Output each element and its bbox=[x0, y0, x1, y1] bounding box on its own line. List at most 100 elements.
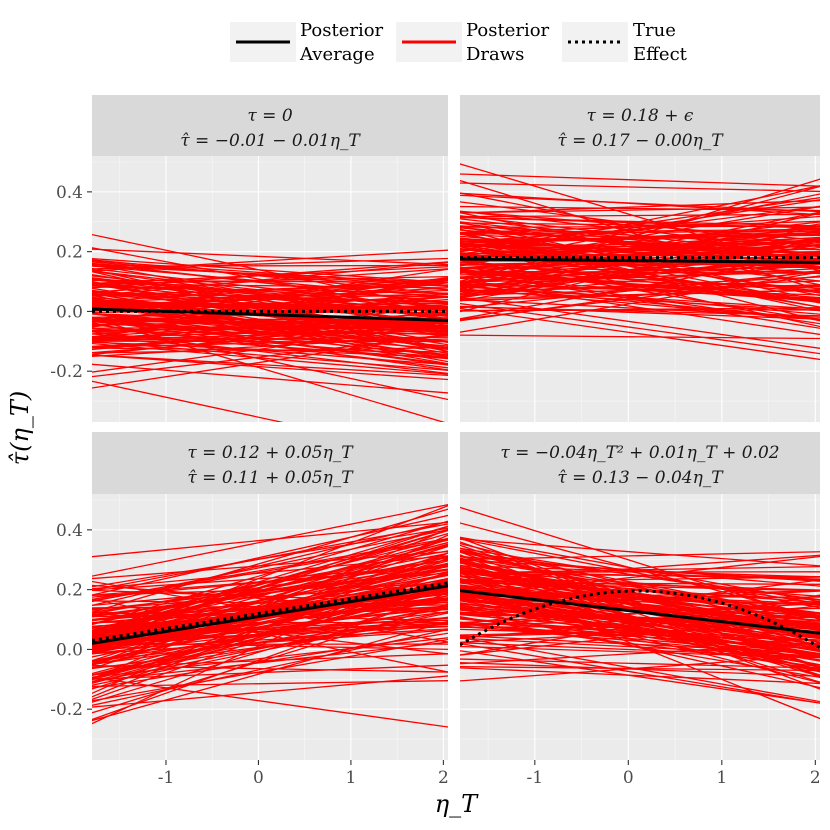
posterior-draw-line bbox=[460, 215, 820, 243]
overlay-lines-top-left bbox=[92, 307, 448, 323]
posterior-draw-line bbox=[460, 205, 820, 212]
legend-label-average-line2: Average bbox=[299, 44, 375, 65]
y-tick-label: 0.0 bbox=[56, 302, 83, 322]
legend-label-average-line1: Posterior bbox=[300, 20, 384, 41]
posterior-draw-line bbox=[460, 307, 820, 361]
strip-top-right bbox=[460, 95, 820, 156]
posterior-average-line bbox=[460, 589, 820, 635]
posterior-draw-line bbox=[460, 173, 820, 187]
posterior-draw-line bbox=[92, 261, 448, 297]
posterior-draw-line bbox=[460, 624, 820, 629]
posterior-draw-line bbox=[92, 319, 448, 326]
posterior-draw-line bbox=[460, 661, 820, 677]
y-tick-label: 0.4 bbox=[56, 521, 83, 541]
posterior-draw-line bbox=[460, 271, 820, 325]
posterior-draw-line bbox=[460, 596, 820, 666]
posterior-draw-line bbox=[92, 603, 448, 714]
posterior-draw-line bbox=[460, 225, 820, 228]
posterior-draw-line bbox=[460, 579, 820, 625]
overlay-lines-bottom-right bbox=[460, 589, 820, 650]
x-tick-label: -1 bbox=[158, 768, 175, 788]
legend-item-draws: Posterior Draws bbox=[396, 20, 550, 65]
strip-bottom-right bbox=[460, 432, 820, 494]
posterior-draw-line bbox=[92, 583, 448, 610]
posterior-draw-line bbox=[460, 277, 820, 302]
posterior-draw-line bbox=[460, 566, 820, 632]
y-tick-label: 0.4 bbox=[56, 183, 83, 203]
posterior-draw-line bbox=[92, 606, 448, 627]
posterior-draw-line bbox=[92, 354, 448, 377]
posterior-draw-line bbox=[92, 629, 448, 655]
y-tick-label: -0.2 bbox=[50, 700, 83, 720]
posterior-draw-line bbox=[460, 182, 820, 193]
posterior-draw-line bbox=[92, 354, 448, 381]
posterior-draws-top-right bbox=[460, 163, 820, 361]
posterior-draw-line bbox=[92, 550, 448, 580]
posterior-draw-line bbox=[92, 263, 448, 304]
posterior-draw-line bbox=[92, 556, 448, 644]
posterior-draw-line bbox=[92, 514, 448, 596]
posterior-average-line bbox=[92, 307, 448, 323]
panel-top-left: τ = 0 τ̂ = −0.01 − 0.01η_T bbox=[92, 95, 448, 422]
posterior-draw-line bbox=[460, 628, 820, 641]
posterior-draw-line bbox=[460, 199, 820, 214]
legend: Posterior Average Posterior Draws True E… bbox=[230, 20, 688, 65]
posterior-draw-line bbox=[92, 305, 448, 328]
posterior-draw-line bbox=[460, 306, 820, 317]
posterior-draw-line bbox=[92, 525, 448, 643]
posterior-draw-line bbox=[92, 284, 448, 296]
posterior-draw-line bbox=[92, 538, 448, 665]
posterior-draw-line bbox=[460, 221, 820, 262]
posterior-draw-line bbox=[92, 505, 448, 644]
posterior-draw-line bbox=[460, 296, 820, 349]
posterior-draw-line bbox=[92, 675, 448, 708]
posterior-draw-line bbox=[460, 554, 820, 690]
posterior-draw-line bbox=[92, 292, 448, 306]
panel-top-right: τ = 0.18 + ϵ τ̂ = 0.17 − 0.00η_T bbox=[460, 95, 820, 422]
posterior-draw-line bbox=[460, 213, 820, 218]
posterior-draw-line bbox=[92, 596, 448, 649]
posterior-draw-line bbox=[92, 330, 448, 335]
posterior-draw-line bbox=[92, 559, 448, 613]
posterior-draw-line bbox=[460, 667, 820, 685]
posterior-draws-bottom-right bbox=[460, 506, 820, 720]
posterior-draw-line bbox=[92, 300, 448, 312]
posterior-draw-line bbox=[92, 504, 448, 577]
posterior-draw-line bbox=[460, 289, 820, 300]
posterior-draw-line bbox=[92, 259, 448, 295]
x-tick-label: 1 bbox=[345, 768, 356, 788]
posterior-draw-line bbox=[92, 279, 448, 284]
posterior-draw-line bbox=[92, 327, 448, 359]
posterior-average-line bbox=[460, 257, 820, 264]
posterior-draw-line bbox=[460, 561, 820, 676]
y-tick-label: 0.0 bbox=[56, 640, 83, 660]
x-axis-right-column: -1 0 1 2 bbox=[527, 760, 821, 788]
panel-bottom-right: τ = −0.04η_T² + 0.01η_T + 0.02 τ̂ = 0.13… bbox=[460, 432, 820, 760]
posterior-draw-line bbox=[92, 363, 448, 394]
y-axis-top-row: -0.2 0.0 0.2 0.4 bbox=[50, 183, 92, 382]
posterior-draw-line bbox=[460, 307, 820, 312]
posterior-draw-line bbox=[92, 664, 448, 673]
posterior-draw-line bbox=[92, 336, 448, 341]
posterior-draws-top-left bbox=[92, 233, 448, 422]
posterior-draw-line bbox=[92, 264, 448, 267]
strip-top-left-line2: τ̂ = −0.01 − 0.01η_T bbox=[180, 131, 361, 151]
true-effect-line bbox=[460, 589, 820, 650]
legend-label-true-line1: True bbox=[633, 20, 676, 41]
posterior-draw-line bbox=[92, 249, 448, 272]
strip-bottom-left bbox=[92, 432, 448, 494]
posterior-draw-line bbox=[92, 566, 448, 598]
strip-bottom-left-line2: τ̂ = 0.11 + 0.05η_T bbox=[187, 468, 354, 488]
overlay-lines-top-right bbox=[460, 256, 820, 264]
posterior-draw-line bbox=[92, 620, 448, 722]
posterior-draw-line bbox=[92, 680, 448, 688]
posterior-draw-line bbox=[92, 539, 448, 602]
posterior-draw-line bbox=[460, 551, 820, 561]
posterior-draw-line bbox=[92, 558, 448, 665]
strip-top-left bbox=[92, 95, 448, 156]
posterior-draw-line bbox=[92, 594, 448, 703]
posterior-average-line bbox=[92, 584, 448, 645]
legend-item-true-effect: True Effect bbox=[562, 20, 688, 65]
posterior-draw-line bbox=[460, 536, 820, 603]
posterior-draw-line bbox=[92, 584, 448, 621]
